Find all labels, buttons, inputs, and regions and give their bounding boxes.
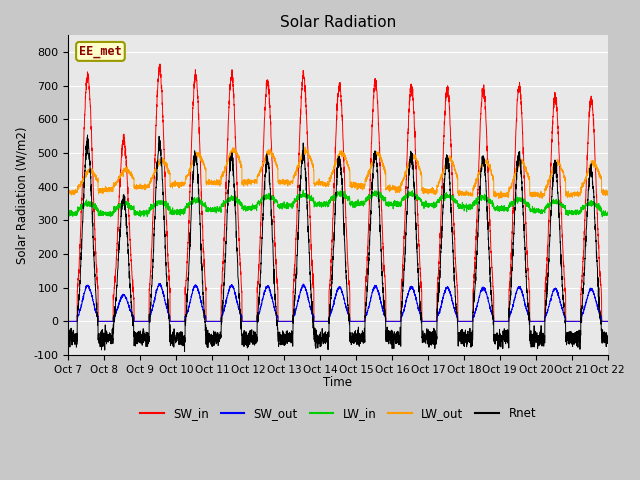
Line: LW_in: LW_in <box>68 190 608 216</box>
SW_in <box>490 288 497 294</box>
SW_out <box>459 318 467 324</box>
LW_out <box>429 187 437 193</box>
LW_in <box>300 187 307 193</box>
SW_out <box>604 318 612 324</box>
Rnet <box>318 333 326 339</box>
SW_out <box>490 313 497 319</box>
SW_in <box>318 318 326 324</box>
SW_in <box>459 318 467 324</box>
SW_in <box>156 61 164 67</box>
LW_in <box>65 208 72 214</box>
Line: Rnet: Rnet <box>68 135 608 352</box>
Line: SW_out: SW_out <box>68 284 608 321</box>
SW_in <box>429 318 437 324</box>
LW_in <box>318 200 326 206</box>
LW_out <box>459 189 467 195</box>
SW_in <box>161 185 169 191</box>
LW_out <box>161 160 169 166</box>
X-axis label: Time: Time <box>323 376 353 389</box>
SW_out <box>429 318 437 324</box>
LW_in <box>490 202 497 208</box>
LW_in <box>429 202 437 207</box>
Title: Solar Radiation: Solar Radiation <box>280 15 396 30</box>
LW_in <box>604 210 611 216</box>
SW_out <box>161 300 169 306</box>
Rnet <box>459 335 467 340</box>
Rnet <box>84 132 92 138</box>
Rnet <box>161 243 169 249</box>
SW_out <box>156 281 163 287</box>
LW_in <box>161 202 169 207</box>
SW_out <box>318 318 326 324</box>
SW_out <box>65 318 72 324</box>
LW_out <box>490 177 497 182</box>
Rnet <box>604 339 612 345</box>
SW_in <box>65 318 72 324</box>
LW_out <box>318 179 326 185</box>
Rnet <box>490 317 497 323</box>
SW_in <box>604 318 611 324</box>
LW_out <box>65 188 72 193</box>
Legend: SW_in, SW_out, LW_in, LW_out, Rnet: SW_in, SW_out, LW_in, LW_out, Rnet <box>135 402 541 425</box>
Text: EE_met: EE_met <box>79 45 122 58</box>
Line: SW_in: SW_in <box>68 64 608 321</box>
Rnet <box>180 349 188 355</box>
Rnet <box>604 339 611 345</box>
LW_in <box>598 214 606 219</box>
SW_in <box>604 318 612 324</box>
LW_out <box>495 196 503 202</box>
LW_in <box>604 210 612 216</box>
LW_out <box>301 144 309 150</box>
Rnet <box>429 333 437 339</box>
LW_in <box>459 204 467 210</box>
LW_out <box>604 189 612 194</box>
SW_out <box>604 318 611 324</box>
Y-axis label: Solar Radiation (W/m2): Solar Radiation (W/m2) <box>15 126 28 264</box>
Rnet <box>65 334 72 339</box>
Line: LW_out: LW_out <box>68 147 608 199</box>
LW_out <box>604 190 611 196</box>
